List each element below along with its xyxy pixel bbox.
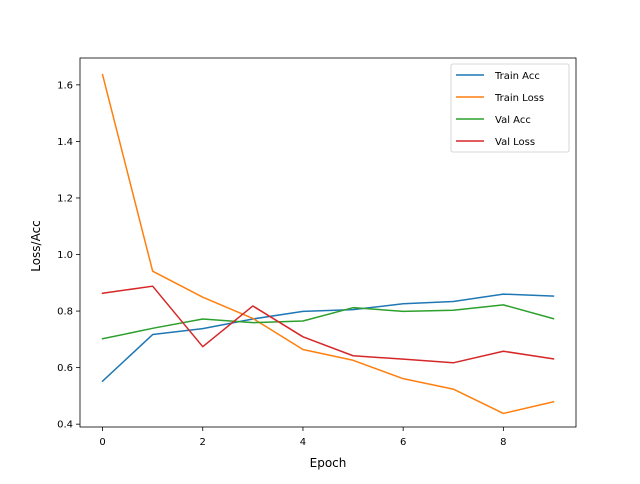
legend-label: Train Acc	[494, 71, 540, 82]
legend-label: Val Loss	[495, 137, 535, 148]
series-line-val-loss	[101, 285, 555, 364]
y-tick-label: 0.6	[57, 363, 73, 374]
x-tick-label: 2	[200, 437, 206, 448]
y-tick-label: 1.0	[57, 250, 73, 261]
series-line-train-loss	[101, 73, 555, 415]
legend: Train Acc Train Loss Val Acc Val Loss	[450, 63, 570, 153]
legend-label: Val Acc	[495, 115, 531, 126]
plot-area	[101, 73, 555, 415]
legend-box	[450, 63, 570, 153]
y-tick-label: 1.4	[57, 137, 73, 148]
y-tick-label: 1.6	[57, 80, 73, 91]
y-axis-label: Loss/Acc	[29, 220, 43, 272]
x-tick-label: 4	[300, 437, 306, 448]
series-line-train-acc	[101, 293, 555, 383]
axes: 0 2 4 6 8 0.4 0.6 0.8 1.0 1.2 1.4 1.6	[57, 57, 577, 448]
x-tick-label: 8	[500, 437, 506, 448]
legend-label: Train Loss	[494, 93, 544, 104]
y-tick-label: 0.4	[57, 420, 73, 431]
x-tick-label: 0	[99, 437, 105, 448]
y-tick-label: 0.8	[57, 307, 73, 318]
axes-frame	[79, 57, 577, 428]
x-tick-label: 6	[400, 437, 406, 448]
series-line-val-acc	[101, 304, 555, 340]
x-axis-label: Epoch	[310, 456, 347, 470]
y-tick-label: 1.2	[57, 193, 73, 204]
